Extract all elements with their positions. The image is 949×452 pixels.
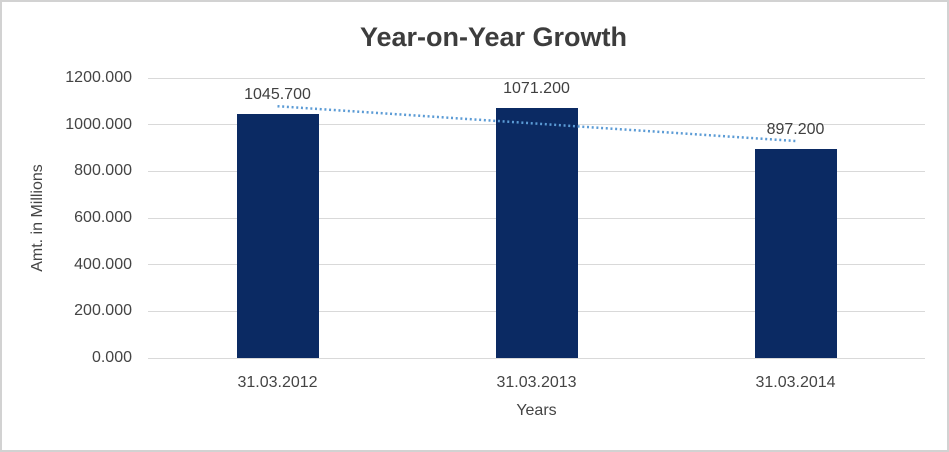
bar — [495, 108, 578, 358]
bar — [754, 148, 837, 358]
y-tick-label: 400.000 — [74, 255, 132, 273]
y-tick-label: 800.000 — [74, 162, 132, 180]
bar — [236, 114, 319, 358]
y-tick-label: 600.000 — [74, 209, 132, 226]
x-tick-label: 31.03.2012 — [237, 374, 318, 391]
plot-area: 1045.700 1071.200 897.200 — [148, 77, 925, 359]
y-tick-label: 1000.000 — [65, 115, 132, 133]
x-axis-title: Years — [516, 402, 557, 419]
bar-value-label: 1071.200 — [503, 80, 570, 98]
y-tick-label: 0.000 — [91, 349, 132, 366]
gridline — [148, 357, 925, 359]
y-tick-label: 200.000 — [74, 302, 132, 320]
x-tick-label: 31.03.2013 — [496, 374, 577, 391]
bar-value-label: 1045.700 — [244, 86, 311, 104]
y-tick-label: 1200.000 — [65, 69, 132, 86]
chart-title: Year-on-Year Growth — [359, 22, 628, 52]
gridline — [148, 77, 925, 79]
x-tick-label: 31.03.2014 — [755, 374, 836, 391]
bar-value-label: 897.200 — [766, 120, 825, 138]
